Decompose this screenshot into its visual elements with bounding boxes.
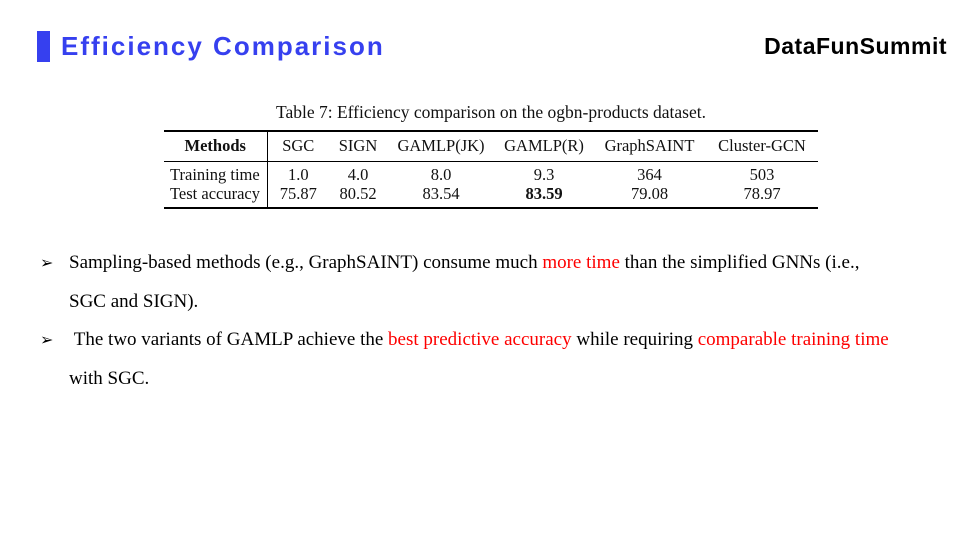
- highlighted-text: best predictive accuracy: [388, 329, 572, 350]
- text-segment: while requiring: [571, 329, 698, 350]
- column-header: Methods: [164, 131, 268, 162]
- table-header-row: Methods SGC SIGN GAMLP(JK) GAMLP(R) GraphSAIN…: [164, 131, 818, 162]
- bullet-text: Sampling-based methods (e.g., GraphSAINT…: [69, 244, 898, 321]
- column-header: GAMLP(JK): [387, 131, 495, 162]
- arrow-bullet-icon: ➢: [40, 253, 54, 272]
- text-segment: with SGC.: [69, 329, 894, 389]
- table-cell: 80.52: [339, 184, 377, 204]
- table-cell: 83.59: [525, 184, 563, 204]
- bullet-list: ➢ Sampling-based methods (e.g., GraphSAIN…: [40, 244, 898, 398]
- bullet-item: ➢ Sampling-based methods (e.g., GraphSAIN…: [40, 244, 898, 321]
- table-cell: 1.0: [287, 165, 309, 184]
- table-cell: 9.3: [533, 165, 555, 184]
- table-cell: 8.0: [430, 165, 452, 184]
- column-header: SIGN: [329, 131, 387, 162]
- bullet-text: The two variants of GAMLP achieve the be…: [69, 321, 898, 398]
- table-cell: 503: [749, 165, 775, 184]
- table-row: Training time 1.0 4.0 8.0 9.3 364 503: [164, 161, 818, 185]
- table-caption: Table 7: Efficiency comparison on the og…: [276, 102, 706, 122]
- efficiency-table-section: Table 7: Efficiency comparison on the og…: [164, 102, 818, 210]
- highlighted-text: more time: [542, 252, 620, 273]
- text-segment: than the simplified GNNs (i.e., SGC and …: [69, 252, 865, 312]
- table-cell: 83.54: [422, 184, 460, 204]
- text-segment: The two variants of GAMLP achieve the: [69, 329, 389, 350]
- column-header: GraphSAINT: [593, 131, 706, 162]
- page-title: Efficiency Comparison: [61, 31, 385, 61]
- table-cell: 75.87: [279, 184, 317, 204]
- table-cell: 4.0: [347, 165, 369, 184]
- table-cell: 79.08: [630, 184, 669, 204]
- row-label: Training time: [164, 161, 268, 185]
- title-accent-bar: [37, 31, 50, 62]
- bullet-item: ➢ The two variants of GAMLP achieve the …: [40, 321, 898, 398]
- table-cell: 364: [637, 165, 662, 184]
- column-header: SGC: [267, 131, 329, 162]
- column-header: Cluster-GCN: [706, 131, 818, 162]
- arrow-bullet-icon: ➢: [40, 330, 54, 349]
- datafunsummit-logo: DataFunSummit: [764, 33, 947, 59]
- table-cell: 78.97: [743, 184, 781, 204]
- highlighted-text: comparable training time: [697, 329, 889, 350]
- slide-header: Efficiency Comparison: [37, 31, 385, 62]
- column-header: GAMLP(R): [495, 131, 593, 162]
- table-row: Test accuracy 75.87 80.52 83.54 83.59 79.08 78…: [164, 184, 818, 209]
- row-label: Test accuracy: [164, 184, 268, 209]
- efficiency-table: Methods SGC SIGN GAMLP(JK) GAMLP(R) GraphSAIN…: [164, 130, 818, 210]
- text-segment: Sampling-based methods (e.g., GraphSAINT…: [69, 252, 543, 273]
